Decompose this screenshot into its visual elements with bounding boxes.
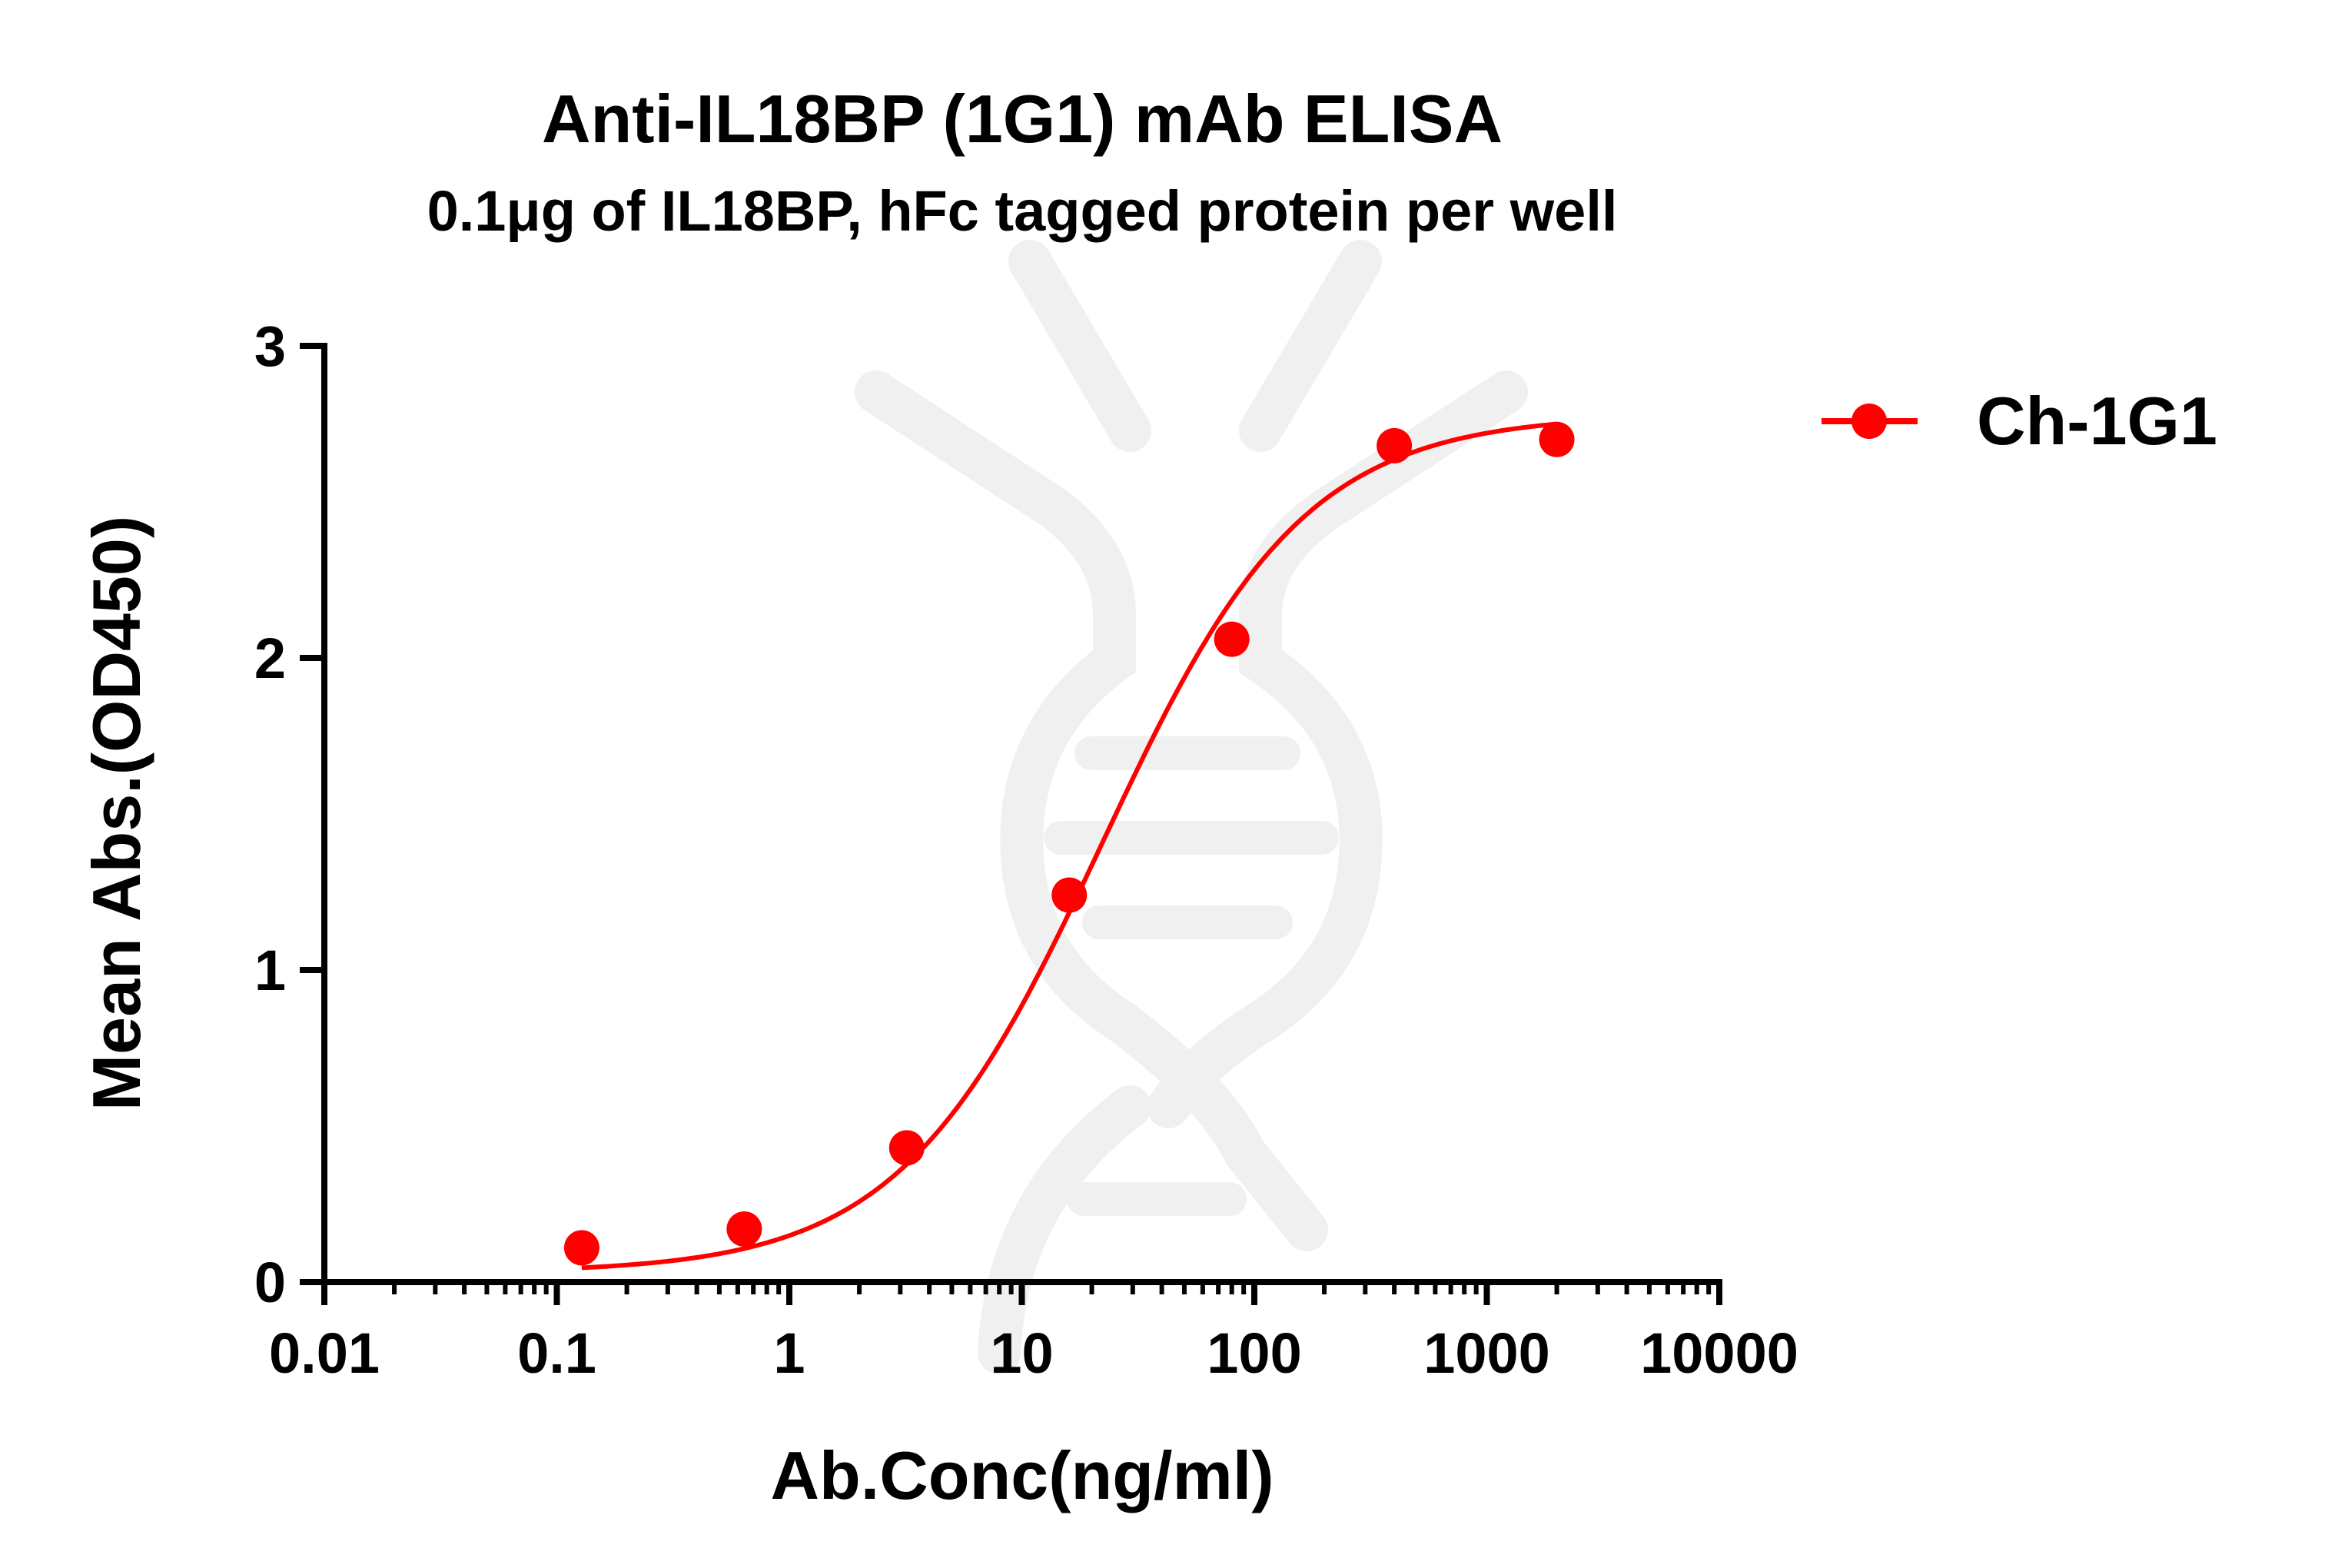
x-tick-label: 1 [773, 1321, 805, 1385]
data-point [1539, 421, 1575, 457]
x-tick-label: 10000 [1640, 1321, 1798, 1385]
legend: Ch-1G1 [1822, 383, 2217, 459]
y-axis-label: Mean Abs.(OD450) [78, 516, 154, 1111]
x-axis-label: Ab.Conc(ng/ml) [770, 1437, 1274, 1513]
y-tick-label: 0 [254, 1251, 286, 1314]
data-point [888, 1130, 925, 1166]
y-axis: 0 1 2 3 [254, 314, 327, 1314]
y-tick-label: 2 [254, 626, 286, 690]
data-point [563, 1230, 599, 1266]
data-points-layer [563, 421, 1575, 1266]
dna-watermark-icon [855, 240, 1528, 1374]
x-tick-label: 100 [1207, 1321, 1301, 1385]
x-tick-label: 1000 [1423, 1321, 1550, 1385]
data-point [1377, 427, 1413, 463]
data-point [1051, 877, 1088, 913]
x-tick-label: 0.1 [517, 1321, 596, 1385]
legend-marker [1851, 404, 1887, 439]
chart-subtitle: 0.1μg of IL18BP, hFc tagged protein per … [427, 179, 1618, 243]
x-tick-label: 0.01 [269, 1321, 380, 1385]
legend-label: Ch-1G1 [1977, 383, 2217, 459]
y-tick-label: 3 [254, 314, 286, 378]
y-tick-label: 1 [254, 938, 286, 1002]
x-axis: 0.01 0.1 1 10 100 1000 10000 [269, 1279, 1798, 1385]
chart-title: Anti-IL18BP (1G1) mAb ELISA [542, 81, 1503, 157]
data-point [1214, 621, 1250, 657]
x-tick-label: 10 [990, 1321, 1053, 1385]
data-point [726, 1211, 762, 1247]
